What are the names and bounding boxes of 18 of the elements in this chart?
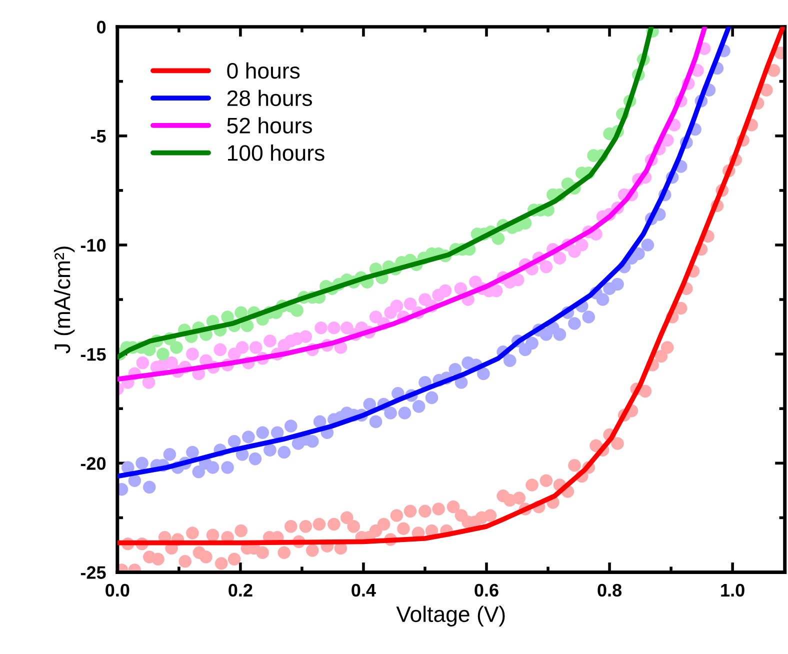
x-axis-title: Voltage (V)	[396, 606, 505, 626]
legend-label: 28 hours	[227, 90, 312, 106]
x-tick-label: 0.2	[228, 584, 252, 597]
legend-label: 52 hours	[227, 117, 312, 134]
y-tick-label: -15	[80, 348, 106, 361]
x-tick-label: 0.4	[352, 584, 376, 597]
x-tick-label: 1.0	[721, 584, 744, 597]
y-axis-title: J (mA/cm²)	[54, 246, 75, 354]
x-tick-label: 0.8	[598, 584, 622, 597]
y-tick-label: 0	[96, 20, 106, 34]
y-tick-label: -25	[80, 566, 106, 579]
y-tick-label: -10	[80, 238, 106, 252]
legend-label: 0 hours	[227, 62, 300, 79]
x-tick-label: 0.6	[474, 584, 498, 597]
legend-label: 100 hours	[228, 144, 324, 161]
x-tick-label: 0.0	[106, 584, 130, 597]
y-tick-label: -20	[80, 457, 106, 470]
y-tick-label: -5	[90, 130, 106, 143]
